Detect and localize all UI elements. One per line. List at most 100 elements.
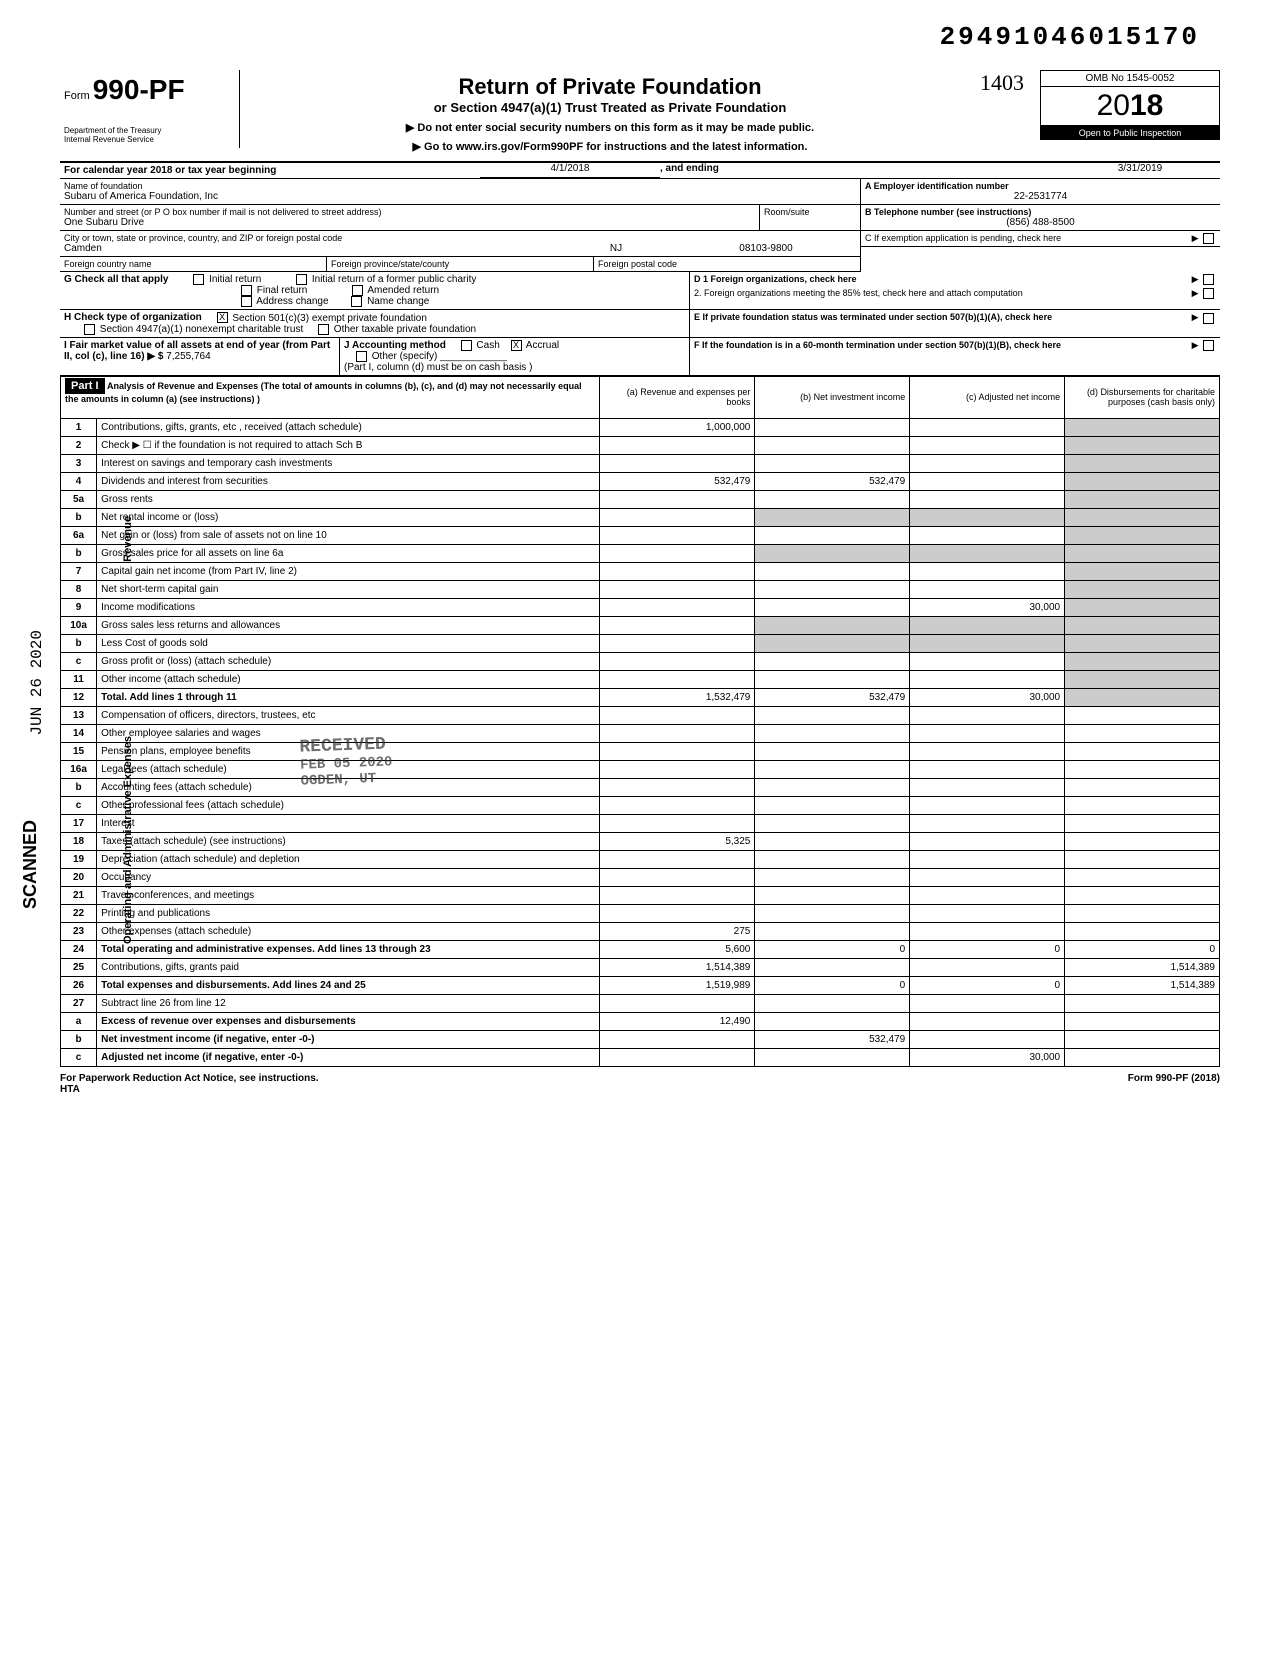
line-col-c: [910, 886, 1065, 904]
header-right-block: OMB No 1545-0052 2018 Open to Public Ins…: [1040, 70, 1220, 140]
checkbox-e[interactable]: [1203, 313, 1214, 324]
line-col-d: [1065, 1012, 1220, 1030]
section-d2: 2. Foreign organizations meeting the 85%…: [694, 288, 1023, 298]
line-col-b: 0: [755, 976, 910, 994]
checkbox-initial-former[interactable]: [296, 274, 307, 285]
line-col-a: 275: [600, 922, 755, 940]
line-col-d: [1065, 1030, 1220, 1048]
line-num: 8: [61, 580, 97, 598]
line-col-c: [910, 922, 1065, 940]
line-col-c: [910, 832, 1065, 850]
line-col-c: [910, 1030, 1065, 1048]
line-col-c: 30,000: [910, 598, 1065, 616]
checkbox-initial[interactable]: [193, 274, 204, 285]
checkbox-accrual[interactable]: X: [511, 340, 522, 351]
part1-table: Part I Analysis of Revenue and Expenses …: [60, 376, 1220, 1067]
phone-label: B Telephone number (see instructions): [865, 207, 1216, 217]
line-num: 26: [61, 976, 97, 994]
line-col-c: [910, 742, 1065, 760]
received-date-stamp: FEB 05 2020: [300, 754, 393, 773]
checkbox-final[interactable]: [241, 285, 252, 296]
ein-label: A Employer identification number: [865, 181, 1216, 191]
line-col-c: [910, 868, 1065, 886]
col-a-header: (a) Revenue and expenses per books: [600, 376, 755, 418]
line-num: 14: [61, 724, 97, 742]
line-col-a: [600, 562, 755, 580]
line-col-b: [755, 922, 910, 940]
line-col-b: [755, 814, 910, 832]
line-desc: Total. Add lines 1 through 11: [97, 688, 600, 706]
year-prefix: 20: [1097, 89, 1130, 122]
line-col-c: [910, 814, 1065, 832]
checkbox-d2[interactable]: [1203, 288, 1214, 299]
line-col-d: [1065, 580, 1220, 598]
phone-value: (856) 488-8500: [865, 217, 1216, 228]
omb-number: OMB No 1545-0052: [1040, 70, 1220, 87]
line-col-d: [1065, 616, 1220, 634]
addr-label: Number and street (or P O box number if …: [64, 207, 755, 217]
year-suffix: 18: [1130, 89, 1163, 122]
line-col-b: [755, 1048, 910, 1066]
line-col-c: [910, 562, 1065, 580]
line-num: 13: [61, 706, 97, 724]
line-col-c: 30,000: [910, 688, 1065, 706]
note-ssn: ▶ Do not enter social security numbers o…: [250, 121, 970, 134]
col-b-header: (b) Net investment income: [755, 376, 910, 418]
opt-501c3: Section 501(c)(3) exempt private foundat…: [232, 313, 427, 324]
line-num: 17: [61, 814, 97, 832]
line-num: 21: [61, 886, 97, 904]
checkbox-cash[interactable]: [461, 340, 472, 351]
line-col-c: [910, 1012, 1065, 1030]
period-end: 3/31/2019: [1060, 163, 1220, 178]
line-desc: Net rental income or (loss): [97, 508, 600, 526]
jun-date-stamp: JUN 26 2020: [28, 630, 46, 736]
line-desc: Income modifications: [97, 598, 600, 616]
period-row: For calendar year 2018 or tax year begin…: [60, 163, 1220, 179]
checkbox-f[interactable]: [1203, 340, 1214, 351]
line-col-c: [910, 652, 1065, 670]
line-col-a: [600, 670, 755, 688]
checkbox-amended[interactable]: [352, 285, 363, 296]
line-col-d: [1065, 508, 1220, 526]
line-col-d: [1065, 526, 1220, 544]
line-desc: Occupancy: [97, 868, 600, 886]
checkbox-d1[interactable]: [1203, 274, 1214, 285]
checkbox-4947[interactable]: [84, 324, 95, 335]
line-num: 18: [61, 832, 97, 850]
line-col-c: [910, 850, 1065, 868]
line-col-b: [755, 544, 910, 562]
opt-initial: Initial return: [209, 274, 261, 285]
line-col-a: [600, 724, 755, 742]
line-desc: Other professional fees (attach schedule…: [97, 796, 600, 814]
section-i-value: 7,255,764: [166, 351, 211, 362]
line-desc: Gross profit or (loss) (attach schedule): [97, 652, 600, 670]
form-header: Form 990-PF Department of the Treasury I…: [60, 70, 1220, 163]
line-col-b: [755, 490, 910, 508]
ogden-stamp: OGDEN, UT: [300, 770, 393, 789]
line-col-d: [1065, 418, 1220, 436]
line-col-d: [1065, 778, 1220, 796]
line-desc: Adjusted net income (if negative, enter …: [97, 1048, 600, 1066]
line-num: 5a: [61, 490, 97, 508]
opt-name: Name change: [367, 296, 429, 307]
checkbox-other-method[interactable]: [356, 351, 367, 362]
line-col-d: [1065, 742, 1220, 760]
line-col-b: [755, 832, 910, 850]
line-col-c: [910, 580, 1065, 598]
line-desc: Capital gain net income (from Part IV, l…: [97, 562, 600, 580]
checkbox-501c3[interactable]: X: [217, 312, 228, 323]
line-col-a: [600, 526, 755, 544]
checkbox-name[interactable]: [351, 296, 362, 307]
line-num: 6a: [61, 526, 97, 544]
checkbox-other-tax[interactable]: [318, 324, 329, 335]
line-col-c: [910, 472, 1065, 490]
line-col-d: [1065, 436, 1220, 454]
line-col-b: [755, 634, 910, 652]
dept-treasury: Department of the Treasury: [64, 126, 235, 135]
line-col-d: [1065, 490, 1220, 508]
checkbox-c[interactable]: [1203, 233, 1214, 244]
line-col-b: 532,479: [755, 688, 910, 706]
checkbox-address[interactable]: [241, 296, 252, 307]
line-col-c: [910, 436, 1065, 454]
line-col-a: [600, 1030, 755, 1048]
